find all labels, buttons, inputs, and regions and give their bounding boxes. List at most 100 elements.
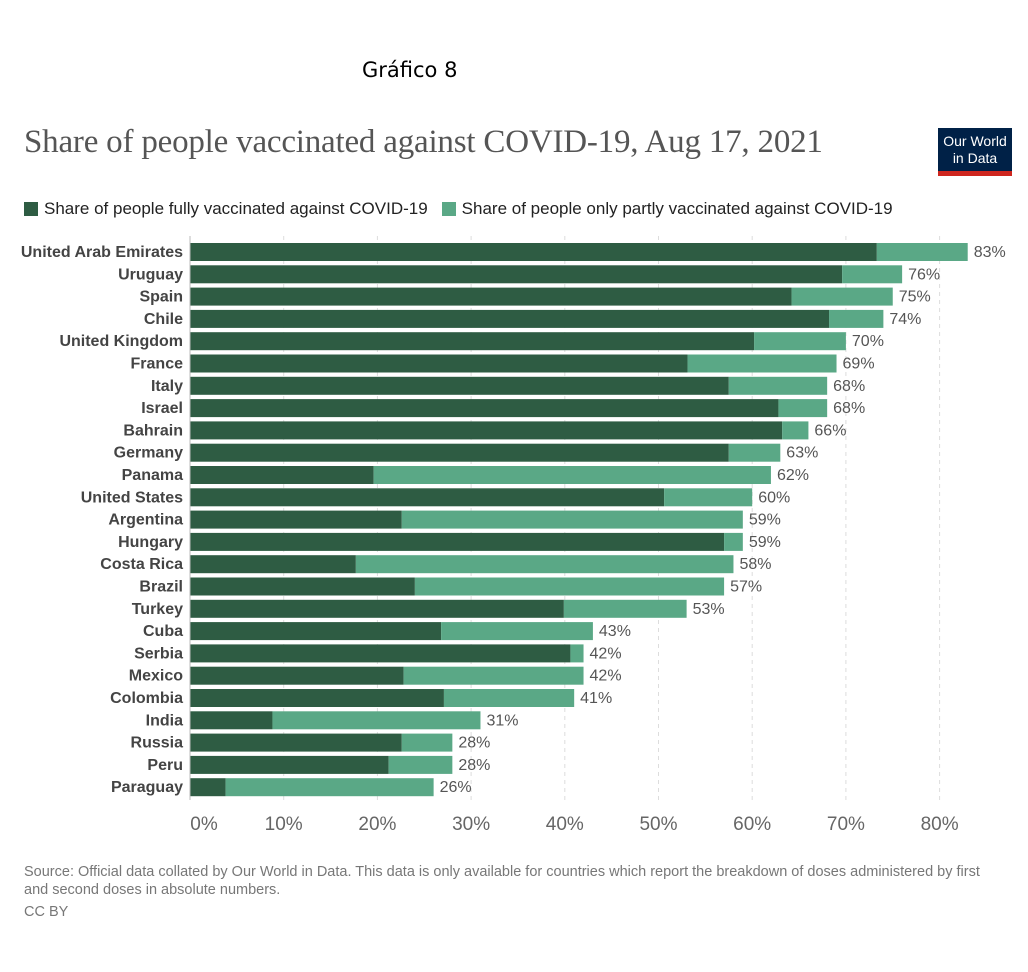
bar-partly <box>728 443 781 462</box>
category-label: Israel <box>141 400 183 417</box>
category-label: France <box>131 356 184 373</box>
bar-partly <box>754 332 846 351</box>
bar-fully <box>190 399 779 418</box>
logo-line-2: in Data <box>952 150 998 166</box>
bar-partly <box>443 689 575 707</box>
total-label: 68% <box>833 400 865 417</box>
bar-fully <box>190 755 389 774</box>
bar-partly <box>401 733 453 752</box>
bar-partly <box>272 711 481 730</box>
total-label: 26% <box>440 779 472 796</box>
category-label: Italy <box>151 378 183 395</box>
bar-partly <box>401 510 743 529</box>
category-label: Serbia <box>134 645 183 662</box>
total-label: 60% <box>758 489 790 506</box>
stacked-bar-chart: 0% 10% 20% 30% 40% 50% 60% 70% 80% United Arab Em… <box>21 236 1006 835</box>
bar-fully <box>190 689 444 707</box>
total-label: 42% <box>590 668 622 685</box>
bar-partly <box>570 644 584 663</box>
total-label: 68% <box>833 378 865 395</box>
total-label: 58% <box>739 556 771 573</box>
source-note: Source: Official data collated by Our Wo… <box>24 864 980 898</box>
category-label: United States <box>81 489 183 506</box>
category-label: Panama <box>122 467 183 484</box>
total-label: 41% <box>580 690 612 707</box>
legend-item-partly[interactable]: Share of people only partly vaccinated a… <box>441 199 893 219</box>
bar-fully <box>190 443 729 462</box>
legend-label-partly: Share of people only partly vaccinated a… <box>461 199 893 218</box>
total-label: 76% <box>908 266 940 283</box>
bar-fully <box>190 421 783 440</box>
total-label: 75% <box>899 289 931 306</box>
bar-fully <box>190 309 830 328</box>
category-label: Mexico <box>129 668 183 685</box>
category-label: Brazil <box>139 579 183 596</box>
bar-fully <box>190 376 729 395</box>
bar-fully <box>190 622 442 641</box>
legend-label-fully: Share of people fully vaccinated against… <box>44 199 428 218</box>
bar-fully <box>190 532 725 551</box>
chart-title: Share of people vaccinated against COVID… <box>24 124 823 160</box>
category-label: Peru <box>147 757 183 774</box>
total-label: 74% <box>889 311 921 328</box>
total-label: 66% <box>814 422 846 439</box>
category-label: India <box>146 712 183 729</box>
bar-fully <box>190 733 402 752</box>
bar-partly <box>782 421 809 440</box>
total-label: 59% <box>749 512 781 529</box>
owid-logo[interactable]: Our World in Data <box>938 128 1012 176</box>
category-label: Cuba <box>143 623 183 640</box>
total-label: 69% <box>843 356 875 373</box>
x-tick-label: 20% <box>358 814 396 835</box>
x-tick-label: 0% <box>190 814 218 835</box>
total-label: 28% <box>458 735 490 752</box>
total-label: 43% <box>599 623 631 640</box>
category-label: Hungary <box>118 534 183 551</box>
total-label: 42% <box>590 645 622 662</box>
bar-fully <box>190 510 402 529</box>
bar-fully <box>190 466 374 484</box>
bar-partly <box>724 532 743 551</box>
x-tick-label: 50% <box>639 814 677 835</box>
category-label: Russia <box>131 735 184 752</box>
bar-partly <box>563 599 687 618</box>
bar-fully <box>190 488 665 507</box>
category-label: Turkey <box>132 601 183 618</box>
bar-fully <box>190 243 877 261</box>
bar-fully <box>190 599 564 618</box>
total-label: 53% <box>693 601 725 618</box>
category-label: Colombia <box>110 690 183 707</box>
bar-fully <box>190 287 792 306</box>
bar-partly <box>441 622 593 641</box>
bar-partly <box>388 755 453 774</box>
total-label: 83% <box>974 244 1006 261</box>
category-label: Uruguay <box>118 266 183 283</box>
legend-swatch-fully <box>24 202 38 216</box>
category-label: Germany <box>114 445 183 462</box>
bar-fully <box>190 644 571 663</box>
bar-fully <box>190 577 415 596</box>
bar-partly <box>225 778 434 797</box>
bar-partly <box>842 265 903 284</box>
total-label: 59% <box>749 534 781 551</box>
bar-fully <box>190 354 688 373</box>
bar-partly <box>664 488 753 507</box>
total-label: 63% <box>786 445 818 462</box>
license-note[interactable]: CC BY <box>24 904 69 920</box>
bar-partly <box>791 287 893 306</box>
bar-partly <box>778 399 828 418</box>
bar-fully <box>190 666 404 685</box>
total-label: 57% <box>730 579 762 596</box>
bar-partly <box>876 243 968 261</box>
category-label: Bahrain <box>123 422 183 439</box>
chart-legend: Share of people fully vaccinated against… <box>24 199 907 219</box>
total-label: 70% <box>852 333 884 350</box>
category-label: Spain <box>139 289 183 306</box>
category-label: United Arab Emirates <box>21 244 183 261</box>
legend-item-fully[interactable]: Share of people fully vaccinated against… <box>24 199 428 219</box>
bar-partly <box>373 466 771 484</box>
bar-fully <box>190 332 755 351</box>
bar-fully <box>190 711 273 730</box>
legend-swatch-partly <box>441 202 456 216</box>
category-label: Paraguay <box>111 779 183 796</box>
